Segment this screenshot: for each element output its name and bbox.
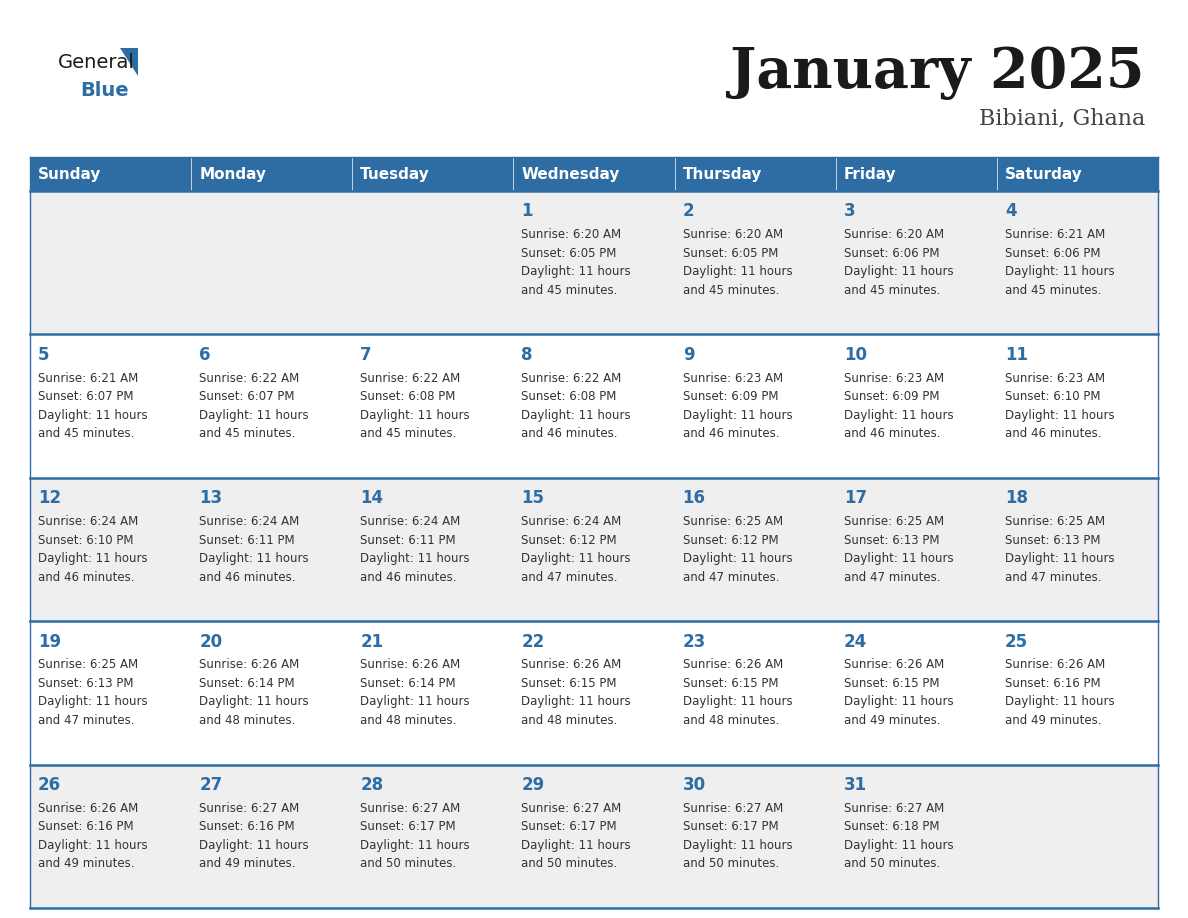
- Bar: [30, 765, 1158, 908]
- Text: 26: 26: [38, 776, 62, 794]
- Text: Sunrise: 6:27 AM
Sunset: 6:17 PM
Daylight: 11 hours
and 50 minutes.: Sunrise: 6:27 AM Sunset: 6:17 PM Dayligh…: [522, 802, 631, 870]
- Text: Sunrise: 6:23 AM
Sunset: 6:10 PM
Daylight: 11 hours
and 46 minutes.: Sunrise: 6:23 AM Sunset: 6:10 PM Dayligh…: [1005, 372, 1114, 441]
- Bar: [30, 621, 1158, 765]
- Text: Sunrise: 6:24 AM
Sunset: 6:11 PM
Daylight: 11 hours
and 46 minutes.: Sunrise: 6:24 AM Sunset: 6:11 PM Dayligh…: [200, 515, 309, 584]
- Text: Sunrise: 6:25 AM
Sunset: 6:12 PM
Daylight: 11 hours
and 47 minutes.: Sunrise: 6:25 AM Sunset: 6:12 PM Dayligh…: [683, 515, 792, 584]
- Text: 31: 31: [843, 776, 867, 794]
- Text: Sunrise: 6:24 AM
Sunset: 6:11 PM
Daylight: 11 hours
and 46 minutes.: Sunrise: 6:24 AM Sunset: 6:11 PM Dayligh…: [360, 515, 470, 584]
- Text: 2: 2: [683, 203, 694, 220]
- Text: Monday: Monday: [200, 166, 266, 182]
- Text: Sunrise: 6:22 AM
Sunset: 6:08 PM
Daylight: 11 hours
and 46 minutes.: Sunrise: 6:22 AM Sunset: 6:08 PM Dayligh…: [522, 372, 631, 441]
- Text: Sunrise: 6:26 AM
Sunset: 6:15 PM
Daylight: 11 hours
and 49 minutes.: Sunrise: 6:26 AM Sunset: 6:15 PM Dayligh…: [843, 658, 954, 727]
- Text: 9: 9: [683, 346, 694, 364]
- Text: Bibiani, Ghana: Bibiani, Ghana: [979, 107, 1145, 129]
- Text: Sunrise: 6:26 AM
Sunset: 6:14 PM
Daylight: 11 hours
and 48 minutes.: Sunrise: 6:26 AM Sunset: 6:14 PM Dayligh…: [360, 658, 470, 727]
- Text: Sunrise: 6:21 AM
Sunset: 6:06 PM
Daylight: 11 hours
and 45 minutes.: Sunrise: 6:21 AM Sunset: 6:06 PM Dayligh…: [1005, 229, 1114, 297]
- Text: 30: 30: [683, 776, 706, 794]
- Text: Sunrise: 6:26 AM
Sunset: 6:15 PM
Daylight: 11 hours
and 48 minutes.: Sunrise: 6:26 AM Sunset: 6:15 PM Dayligh…: [522, 658, 631, 727]
- Text: Sunrise: 6:23 AM
Sunset: 6:09 PM
Daylight: 11 hours
and 46 minutes.: Sunrise: 6:23 AM Sunset: 6:09 PM Dayligh…: [843, 372, 954, 441]
- Text: Sunrise: 6:21 AM
Sunset: 6:07 PM
Daylight: 11 hours
and 45 minutes.: Sunrise: 6:21 AM Sunset: 6:07 PM Dayligh…: [38, 372, 147, 441]
- Text: 25: 25: [1005, 633, 1028, 651]
- Text: 15: 15: [522, 489, 544, 508]
- Text: 28: 28: [360, 776, 384, 794]
- Text: Sunrise: 6:22 AM
Sunset: 6:07 PM
Daylight: 11 hours
and 45 minutes.: Sunrise: 6:22 AM Sunset: 6:07 PM Dayligh…: [200, 372, 309, 441]
- Bar: [513, 157, 675, 191]
- Text: January 2025: January 2025: [731, 44, 1145, 99]
- Text: 3: 3: [843, 203, 855, 220]
- Text: Sunrise: 6:27 AM
Sunset: 6:17 PM
Daylight: 11 hours
and 50 minutes.: Sunrise: 6:27 AM Sunset: 6:17 PM Dayligh…: [683, 802, 792, 870]
- Text: Sunrise: 6:24 AM
Sunset: 6:10 PM
Daylight: 11 hours
and 46 minutes.: Sunrise: 6:24 AM Sunset: 6:10 PM Dayligh…: [38, 515, 147, 584]
- Text: 14: 14: [360, 489, 384, 508]
- Bar: [835, 157, 997, 191]
- Text: Sunrise: 6:27 AM
Sunset: 6:17 PM
Daylight: 11 hours
and 50 minutes.: Sunrise: 6:27 AM Sunset: 6:17 PM Dayligh…: [360, 802, 470, 870]
- Text: Sunrise: 6:26 AM
Sunset: 6:16 PM
Daylight: 11 hours
and 49 minutes.: Sunrise: 6:26 AM Sunset: 6:16 PM Dayligh…: [38, 802, 147, 870]
- Text: Friday: Friday: [843, 166, 897, 182]
- Text: Sunday: Sunday: [38, 166, 101, 182]
- Text: 23: 23: [683, 633, 706, 651]
- Text: Sunrise: 6:27 AM
Sunset: 6:18 PM
Daylight: 11 hours
and 50 minutes.: Sunrise: 6:27 AM Sunset: 6:18 PM Dayligh…: [843, 802, 954, 870]
- Bar: [675, 157, 835, 191]
- Text: 24: 24: [843, 633, 867, 651]
- Text: Wednesday: Wednesday: [522, 166, 620, 182]
- Text: Sunrise: 6:22 AM
Sunset: 6:08 PM
Daylight: 11 hours
and 45 minutes.: Sunrise: 6:22 AM Sunset: 6:08 PM Dayligh…: [360, 372, 470, 441]
- Bar: [353, 157, 513, 191]
- Text: 29: 29: [522, 776, 545, 794]
- Text: 17: 17: [843, 489, 867, 508]
- Bar: [191, 157, 353, 191]
- Text: 7: 7: [360, 346, 372, 364]
- Text: Sunrise: 6:25 AM
Sunset: 6:13 PM
Daylight: 11 hours
and 47 minutes.: Sunrise: 6:25 AM Sunset: 6:13 PM Dayligh…: [38, 658, 147, 727]
- Bar: [30, 157, 191, 191]
- Text: Sunrise: 6:23 AM
Sunset: 6:09 PM
Daylight: 11 hours
and 46 minutes.: Sunrise: 6:23 AM Sunset: 6:09 PM Dayligh…: [683, 372, 792, 441]
- Text: Sunrise: 6:25 AM
Sunset: 6:13 PM
Daylight: 11 hours
and 47 minutes.: Sunrise: 6:25 AM Sunset: 6:13 PM Dayligh…: [843, 515, 954, 584]
- Text: 18: 18: [1005, 489, 1028, 508]
- Text: 5: 5: [38, 346, 50, 364]
- Text: 11: 11: [1005, 346, 1028, 364]
- Text: Sunrise: 6:25 AM
Sunset: 6:13 PM
Daylight: 11 hours
and 47 minutes.: Sunrise: 6:25 AM Sunset: 6:13 PM Dayligh…: [1005, 515, 1114, 584]
- Text: Sunrise: 6:24 AM
Sunset: 6:12 PM
Daylight: 11 hours
and 47 minutes.: Sunrise: 6:24 AM Sunset: 6:12 PM Dayligh…: [522, 515, 631, 584]
- Text: 27: 27: [200, 776, 222, 794]
- Text: Thursday: Thursday: [683, 166, 762, 182]
- Text: Tuesday: Tuesday: [360, 166, 430, 182]
- Text: 21: 21: [360, 633, 384, 651]
- Text: 22: 22: [522, 633, 545, 651]
- Text: 1: 1: [522, 203, 533, 220]
- Bar: [30, 477, 1158, 621]
- Text: Sunrise: 6:20 AM
Sunset: 6:05 PM
Daylight: 11 hours
and 45 minutes.: Sunrise: 6:20 AM Sunset: 6:05 PM Dayligh…: [522, 229, 631, 297]
- Bar: [997, 157, 1158, 191]
- Text: 8: 8: [522, 346, 533, 364]
- Text: 19: 19: [38, 633, 62, 651]
- Polygon shape: [120, 48, 138, 76]
- Text: Sunrise: 6:27 AM
Sunset: 6:16 PM
Daylight: 11 hours
and 49 minutes.: Sunrise: 6:27 AM Sunset: 6:16 PM Dayligh…: [200, 802, 309, 870]
- Text: General: General: [58, 52, 135, 72]
- Bar: [30, 334, 1158, 477]
- Text: Saturday: Saturday: [1005, 166, 1082, 182]
- Text: 10: 10: [843, 346, 867, 364]
- Text: Sunrise: 6:20 AM
Sunset: 6:06 PM
Daylight: 11 hours
and 45 minutes.: Sunrise: 6:20 AM Sunset: 6:06 PM Dayligh…: [843, 229, 954, 297]
- Text: Sunrise: 6:26 AM
Sunset: 6:14 PM
Daylight: 11 hours
and 48 minutes.: Sunrise: 6:26 AM Sunset: 6:14 PM Dayligh…: [200, 658, 309, 727]
- Text: Blue: Blue: [80, 81, 128, 99]
- Bar: [30, 191, 1158, 334]
- Text: Sunrise: 6:20 AM
Sunset: 6:05 PM
Daylight: 11 hours
and 45 minutes.: Sunrise: 6:20 AM Sunset: 6:05 PM Dayligh…: [683, 229, 792, 297]
- Text: 12: 12: [38, 489, 62, 508]
- Text: 4: 4: [1005, 203, 1017, 220]
- Text: 16: 16: [683, 489, 706, 508]
- Text: 13: 13: [200, 489, 222, 508]
- Text: 6: 6: [200, 346, 210, 364]
- Text: Sunrise: 6:26 AM
Sunset: 6:16 PM
Daylight: 11 hours
and 49 minutes.: Sunrise: 6:26 AM Sunset: 6:16 PM Dayligh…: [1005, 658, 1114, 727]
- Text: Sunrise: 6:26 AM
Sunset: 6:15 PM
Daylight: 11 hours
and 48 minutes.: Sunrise: 6:26 AM Sunset: 6:15 PM Dayligh…: [683, 658, 792, 727]
- Text: 20: 20: [200, 633, 222, 651]
